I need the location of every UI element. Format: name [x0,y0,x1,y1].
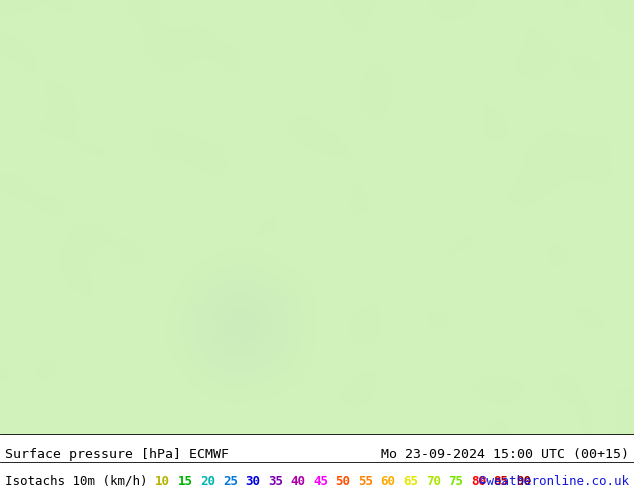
Text: 70: 70 [426,475,441,488]
Text: 65: 65 [403,475,418,488]
Text: 60: 60 [380,475,396,488]
Text: ©weatheronline.co.uk: ©weatheronline.co.uk [479,475,629,488]
Text: 15: 15 [178,475,193,488]
Text: Surface pressure [hPa] ECMWF: Surface pressure [hPa] ECMWF [5,448,229,461]
Text: 35: 35 [268,475,283,488]
Text: 30: 30 [245,475,261,488]
Text: 80: 80 [471,475,486,488]
Text: 20: 20 [200,475,216,488]
Text: 75: 75 [448,475,463,488]
Text: 45: 45 [313,475,328,488]
Text: 25: 25 [223,475,238,488]
Text: 10: 10 [155,475,171,488]
Text: 90: 90 [516,475,531,488]
Text: Isotachs 10m (km/h): Isotachs 10m (km/h) [5,475,155,488]
Text: 50: 50 [335,475,351,488]
Text: 40: 40 [290,475,306,488]
Text: 55: 55 [358,475,373,488]
Text: 85: 85 [493,475,508,488]
Text: Mo 23-09-2024 15:00 UTC (00+15): Mo 23-09-2024 15:00 UTC (00+15) [381,448,629,461]
